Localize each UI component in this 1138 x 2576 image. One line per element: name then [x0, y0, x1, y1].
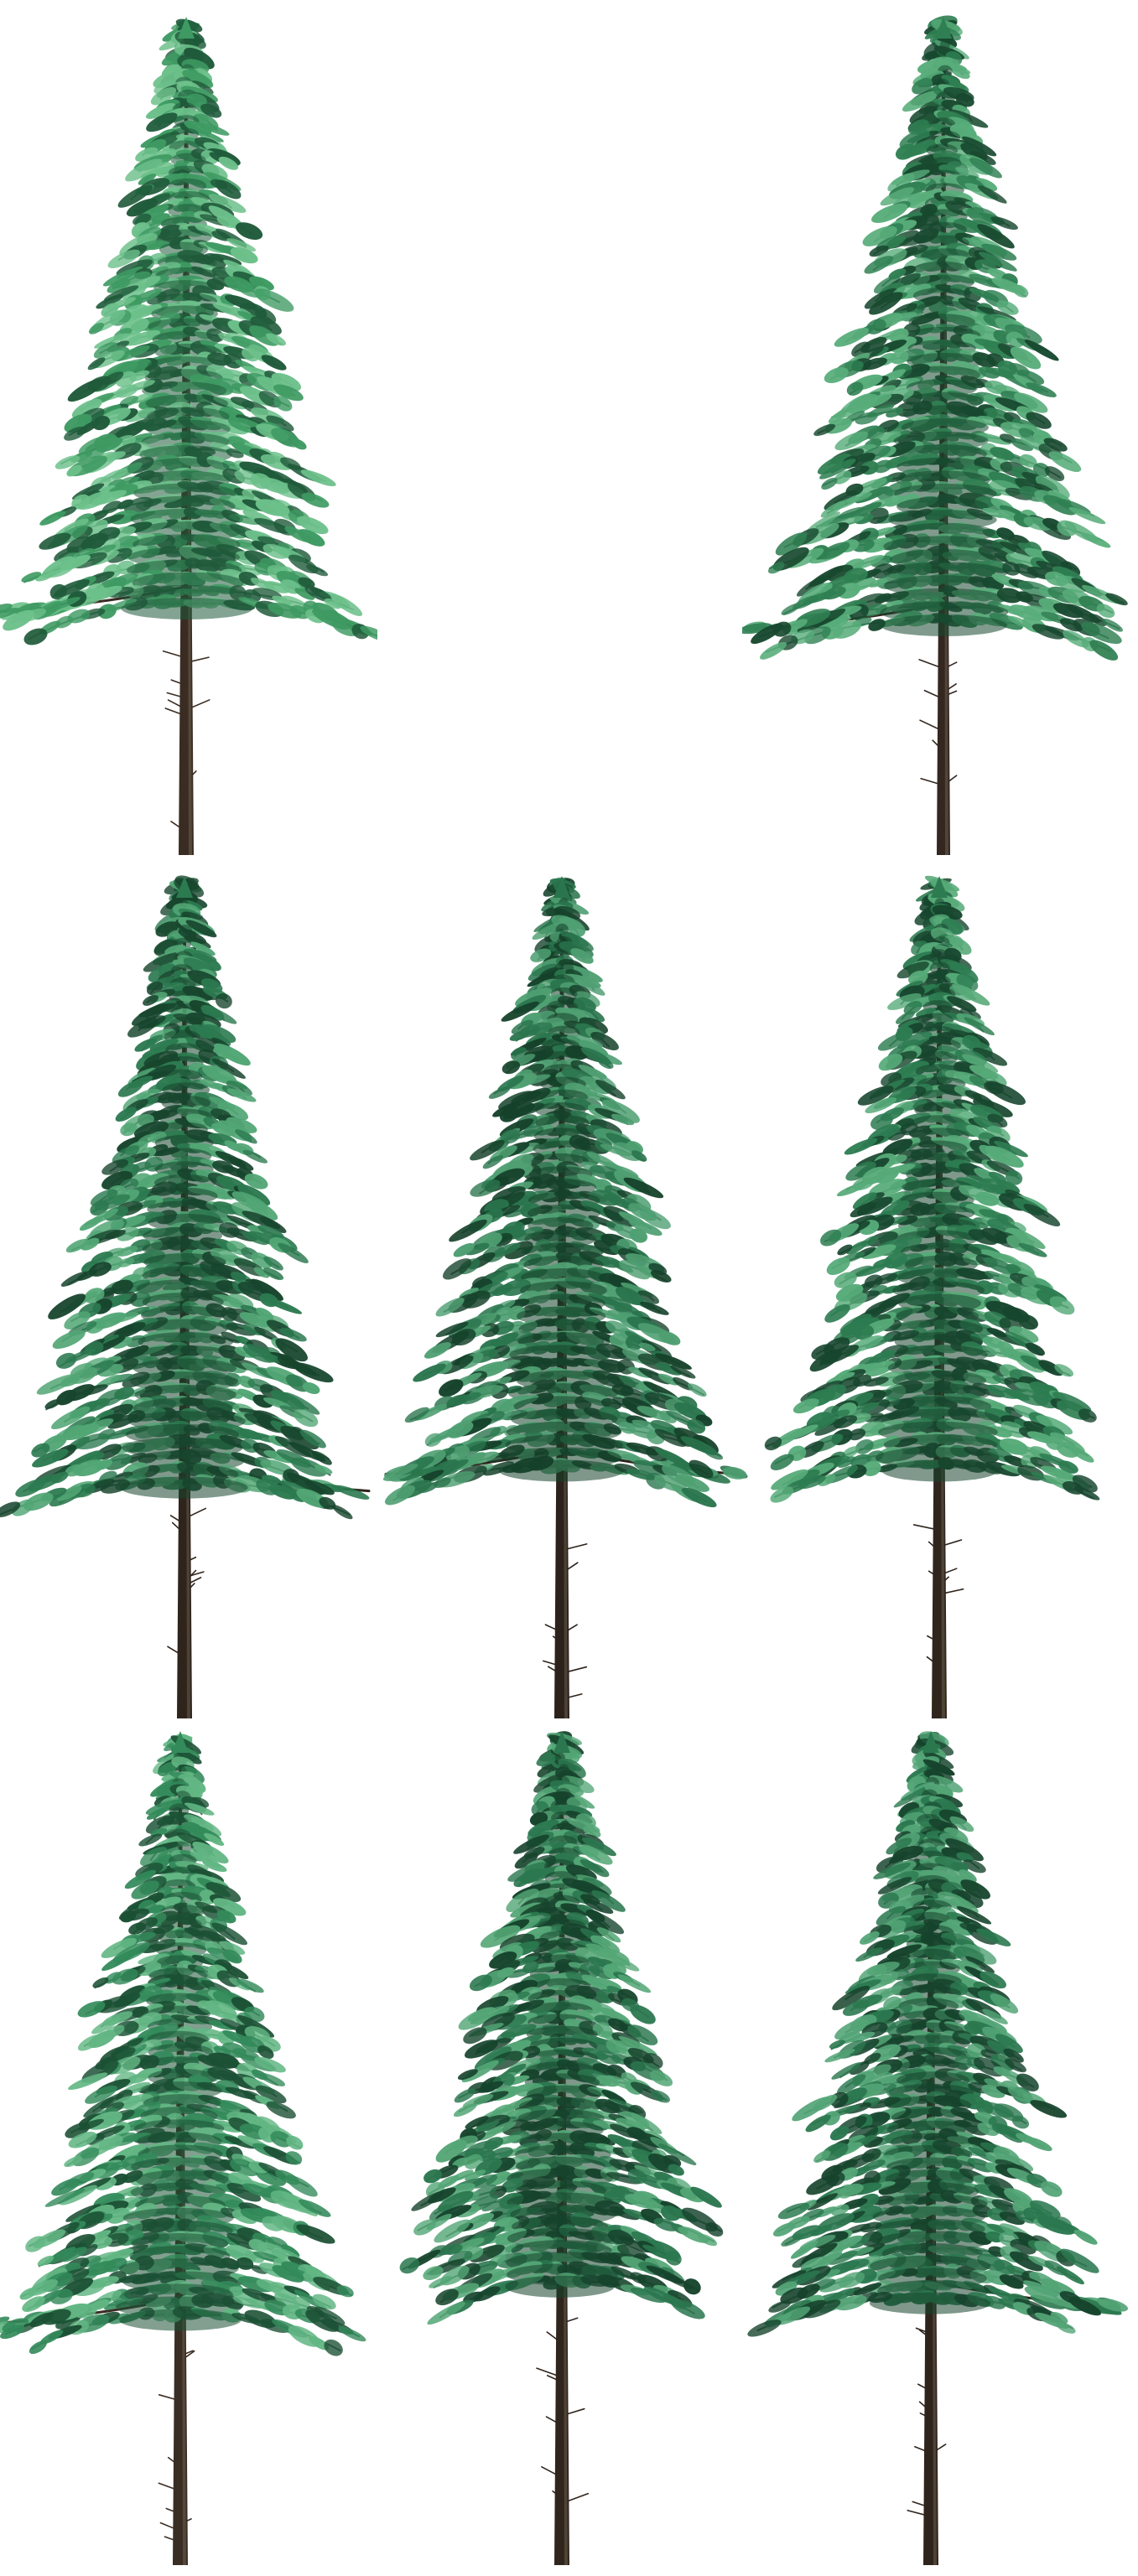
conifer-tree-2: [742, 15, 1128, 855]
conifer-tree-6: [0, 1731, 366, 2565]
foliage: [382, 876, 748, 1508]
foliage: [747, 1731, 1128, 2337]
conifer-tree-8: [747, 1731, 1128, 2565]
foliage: [0, 875, 370, 1520]
foliage: [0, 1731, 366, 2356]
bare-twigs: [0, 2297, 195, 2543]
conifer-tree-4: [382, 876, 748, 1718]
conifer-tree-1: [0, 17, 377, 855]
foliage: [399, 1731, 724, 2325]
foliage: [0, 17, 377, 645]
conifer-tree-7: [399, 1731, 724, 2565]
foliage: [742, 15, 1128, 661]
conifer-tree-5: [764, 875, 1100, 1718]
conifer-tree-3: [0, 875, 371, 1718]
bare-twigs: [907, 2280, 1117, 2517]
bare-twigs: [0, 585, 210, 832]
foliage: [764, 875, 1100, 1503]
